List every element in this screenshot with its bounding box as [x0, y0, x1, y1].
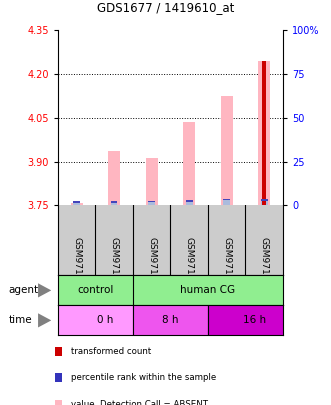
- Bar: [208, 305, 283, 335]
- Text: GSM97173: GSM97173: [222, 237, 231, 286]
- Bar: [186, 201, 193, 205]
- Bar: [186, 200, 193, 202]
- Bar: [146, 158, 158, 205]
- Text: control: control: [77, 286, 114, 295]
- Bar: [111, 201, 118, 202]
- Text: agent: agent: [8, 286, 38, 295]
- Text: human CG: human CG: [180, 286, 236, 295]
- Text: GSM97169: GSM97169: [72, 237, 81, 286]
- Text: percentile rank within the sample: percentile rank within the sample: [71, 373, 216, 382]
- Bar: [261, 200, 267, 205]
- Polygon shape: [38, 313, 51, 328]
- Bar: [58, 305, 133, 335]
- Text: time: time: [8, 315, 32, 325]
- Text: 8 h: 8 h: [162, 315, 179, 325]
- Text: GSM97172: GSM97172: [185, 237, 194, 286]
- Text: 0 h: 0 h: [97, 315, 113, 325]
- Text: GSM97170: GSM97170: [110, 237, 119, 286]
- Bar: [183, 122, 195, 205]
- Bar: [148, 202, 155, 205]
- Bar: [148, 201, 155, 202]
- Bar: [108, 151, 120, 205]
- Bar: [221, 96, 233, 205]
- Bar: [111, 202, 118, 205]
- Bar: [223, 199, 230, 200]
- Text: value, Detection Call = ABSENT: value, Detection Call = ABSENT: [71, 400, 208, 405]
- Text: GSM97174: GSM97174: [260, 237, 269, 286]
- Text: transformed count: transformed count: [71, 347, 151, 356]
- Text: GDS1677 / 1419610_at: GDS1677 / 1419610_at: [97, 1, 234, 14]
- Polygon shape: [38, 283, 51, 297]
- Text: GSM97171: GSM97171: [147, 237, 156, 286]
- Bar: [262, 61, 266, 205]
- Bar: [133, 305, 208, 335]
- Bar: [71, 203, 83, 205]
- Bar: [73, 202, 80, 205]
- Text: 16 h: 16 h: [243, 315, 266, 325]
- Bar: [73, 201, 80, 202]
- Bar: [223, 200, 230, 205]
- Bar: [261, 199, 267, 201]
- Bar: [258, 61, 270, 205]
